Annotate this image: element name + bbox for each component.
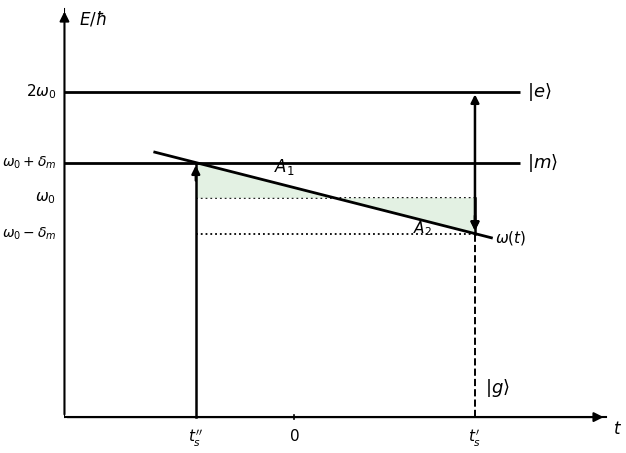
Text: $\omega_0+\delta_m$: $\omega_0+\delta_m$ bbox=[2, 154, 56, 171]
Text: $t$: $t$ bbox=[613, 420, 622, 438]
Text: $|m\rangle$: $|m\rangle$ bbox=[526, 152, 558, 173]
Text: $E/\hbar$: $E/\hbar$ bbox=[80, 10, 107, 29]
Text: $A_1$: $A_1$ bbox=[274, 157, 294, 178]
Text: $A_2$: $A_2$ bbox=[413, 219, 433, 237]
Text: $t_s''$: $t_s''$ bbox=[188, 428, 203, 449]
Text: $|g\rangle$: $|g\rangle$ bbox=[485, 376, 510, 399]
Text: $0$: $0$ bbox=[289, 428, 300, 444]
Text: $\omega_0-\delta_m$: $\omega_0-\delta_m$ bbox=[2, 226, 56, 242]
Text: $\omega(t)$: $\omega(t)$ bbox=[496, 229, 526, 247]
Text: $\omega_0$: $\omega_0$ bbox=[35, 190, 56, 206]
Text: $2\omega_0$: $2\omega_0$ bbox=[26, 82, 56, 101]
Text: $|e\rangle$: $|e\rangle$ bbox=[526, 81, 552, 102]
Polygon shape bbox=[196, 163, 336, 198]
Text: $t_s'$: $t_s'$ bbox=[468, 428, 481, 449]
Polygon shape bbox=[336, 198, 475, 234]
